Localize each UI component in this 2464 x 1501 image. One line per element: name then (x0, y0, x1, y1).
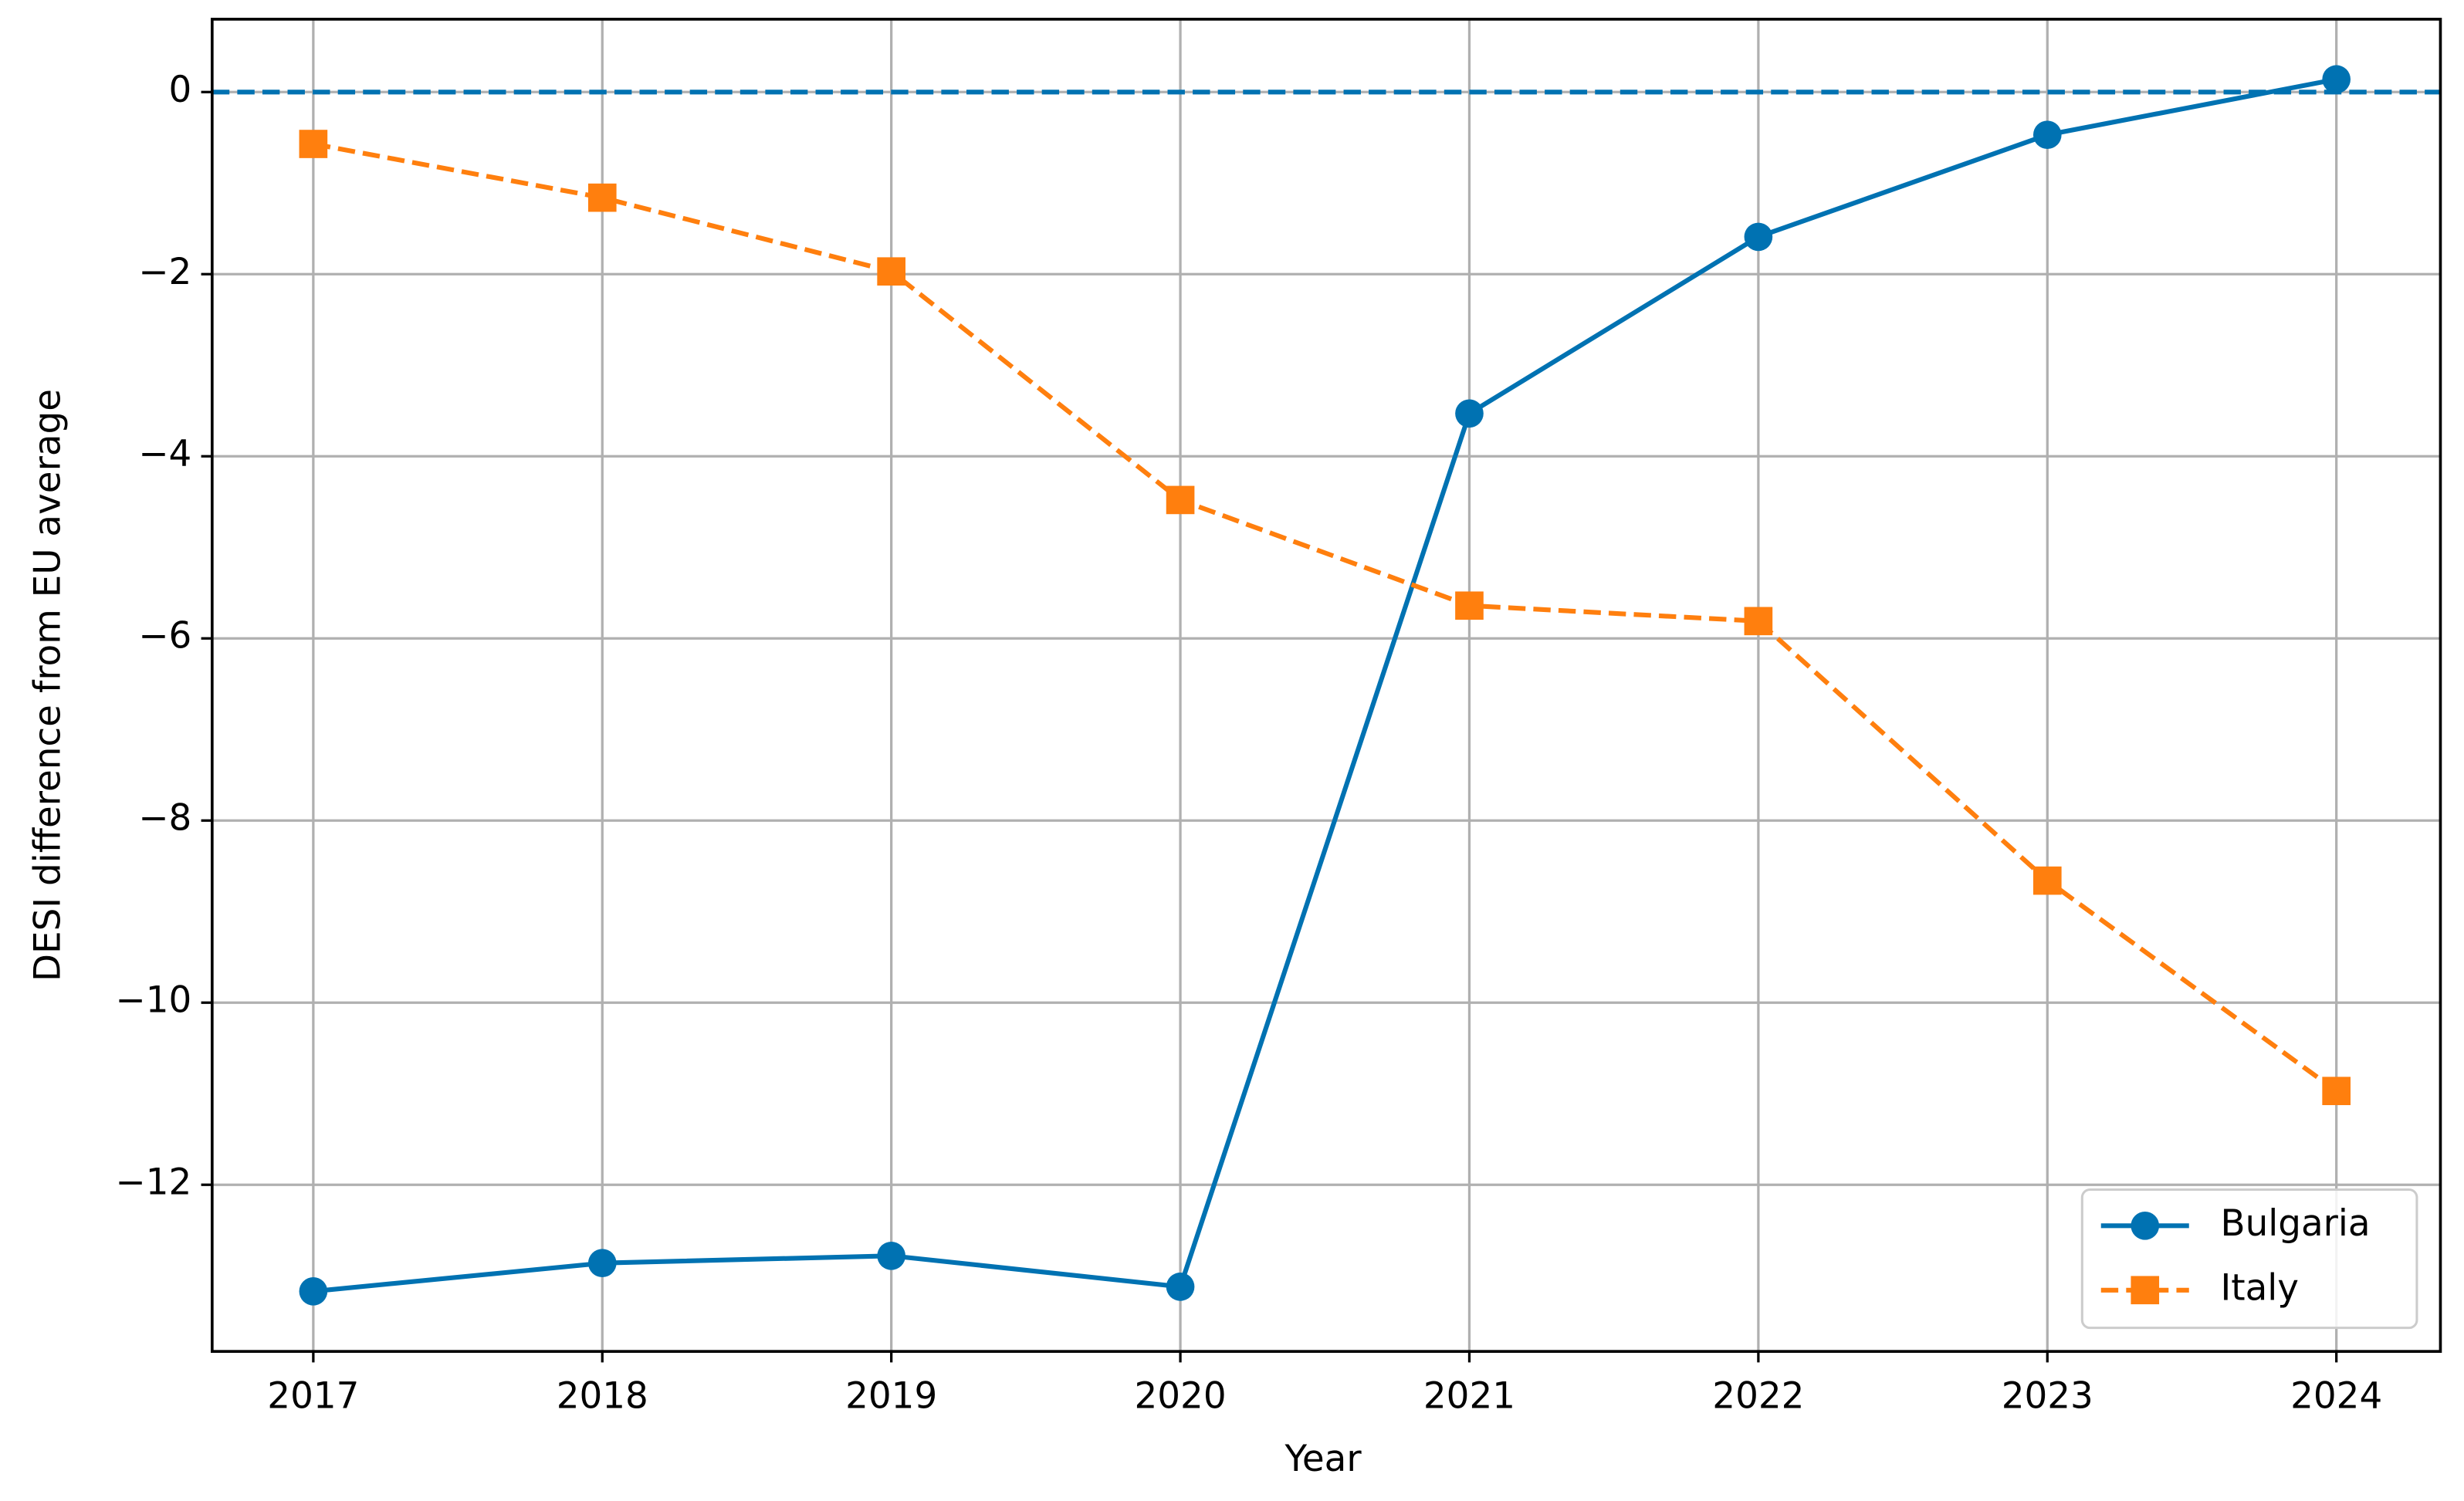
data-point (1166, 485, 1195, 515)
x-tick-label: 2018 (557, 1376, 648, 1418)
data-point (2032, 866, 2062, 895)
legend-label: Italy (2220, 1267, 2299, 1309)
series-line (313, 76, 2337, 1294)
data-point (1455, 591, 1484, 620)
data-point (587, 1249, 617, 1278)
data-point (299, 130, 328, 158)
data-point (1744, 607, 1773, 636)
y-tick-label: −12 (116, 1162, 192, 1204)
x-tick-label: 2020 (1134, 1376, 1226, 1418)
data-point (299, 1276, 328, 1306)
data-point (877, 257, 905, 286)
data-point (587, 183, 617, 212)
y-tick-label: −8 (138, 798, 191, 840)
y-tick-label: −2 (138, 252, 191, 293)
data-point (1455, 399, 1484, 428)
x-tick-label: 2017 (267, 1376, 359, 1418)
data-point (2032, 120, 2062, 150)
data-point (2322, 1077, 2351, 1106)
data-point (2322, 65, 2351, 94)
legend-label: Bulgaria (2220, 1203, 2370, 1245)
x-axis-label: Year (1284, 1438, 1362, 1480)
y-axis-label: DESI difference from EU average (28, 389, 69, 982)
x-tick-label: 2019 (845, 1376, 937, 1418)
y-tick-label: −4 (138, 434, 191, 475)
x-tick-label: 2023 (2002, 1376, 2093, 1418)
legend-marker (2131, 1211, 2160, 1240)
x-tick-label: 2024 (2290, 1376, 2382, 1418)
legend-marker (2131, 1276, 2160, 1305)
data-point (877, 1241, 905, 1270)
plot-frame (210, 18, 2442, 1353)
series-line (313, 141, 2338, 1094)
y-tick-label: −10 (116, 980, 192, 1022)
data-point (1166, 1273, 1195, 1301)
x-tick-label: 2021 (1423, 1376, 1515, 1418)
x-tick-label: 2022 (1712, 1376, 1804, 1418)
y-tick-label: −6 (138, 616, 191, 658)
data-point (1744, 222, 1773, 252)
y-tick-label: 0 (169, 69, 192, 111)
